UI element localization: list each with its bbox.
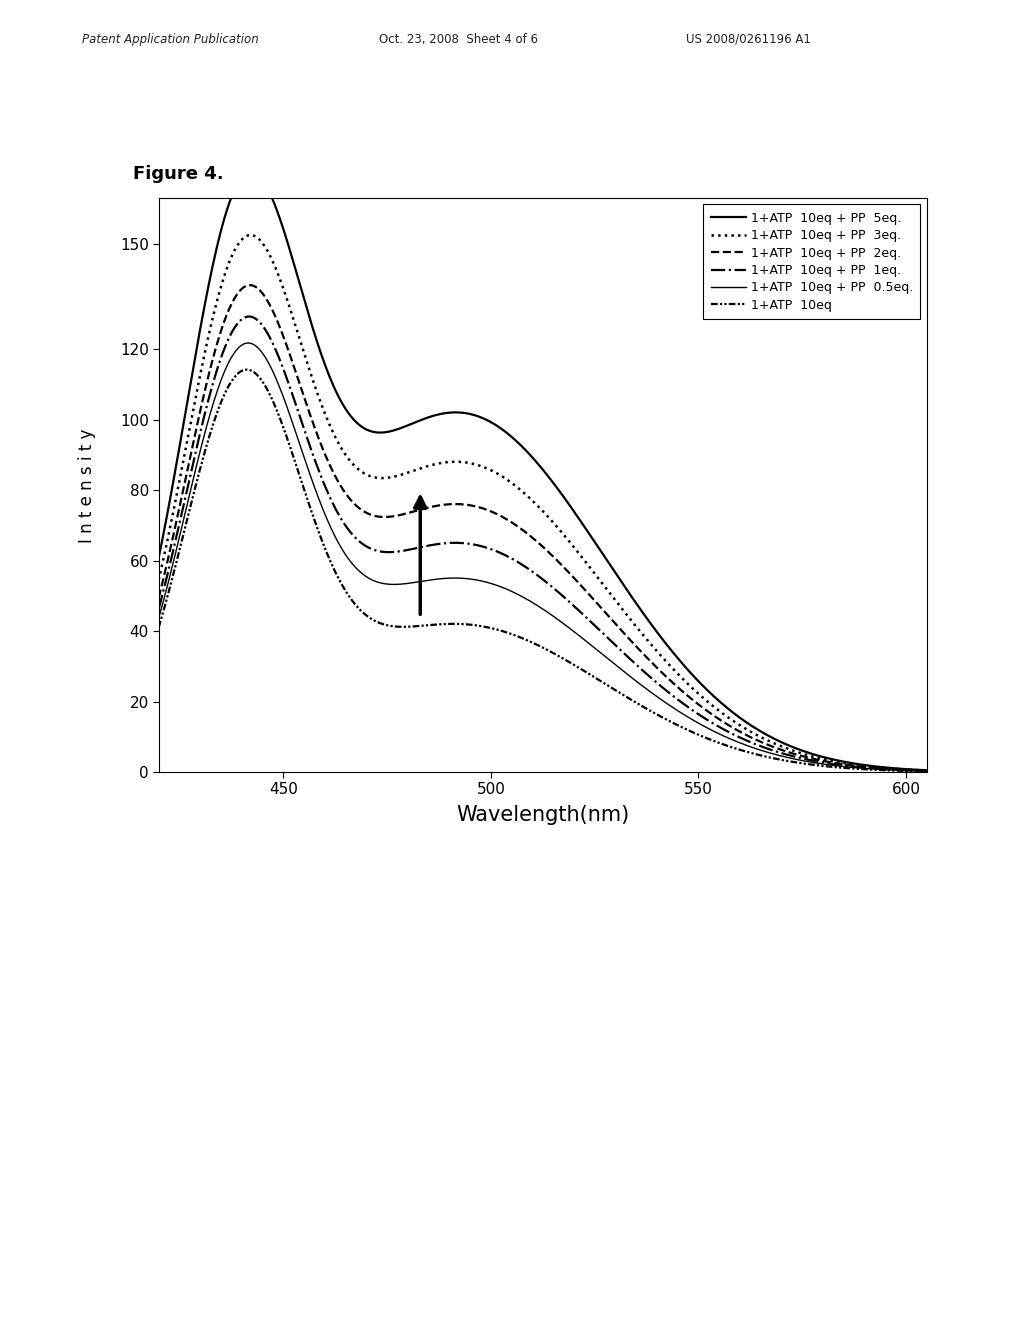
- 1+ATP  10eq + PP  0.5eq.: [290, 425, 302, 441]
- 1+ATP  10eq + PP  1eq.: [290, 397, 302, 413]
- 1+ATP  10eq + PP  5eq.: [732, 709, 744, 725]
- 1+ATP  10eq + PP  0.5eq.: [351, 561, 364, 577]
- 1+ATP  10eq + PP  5eq.: [290, 263, 302, 279]
- 1+ATP  10eq + PP  0.5eq.: [921, 763, 933, 779]
- Line: 1+ATP  10eq + PP  2eq.: 1+ATP 10eq + PP 2eq.: [159, 285, 927, 771]
- Text: Figure 4.: Figure 4.: [133, 165, 224, 183]
- 1+ATP  10eq: [921, 763, 933, 779]
- 1+ATP  10eq + PP  1eq.: [351, 532, 364, 548]
- 1+ATP  10eq + PP  1eq.: [502, 548, 514, 564]
- Line: 1+ATP  10eq + PP  0.5eq.: 1+ATP 10eq + PP 0.5eq.: [159, 343, 927, 771]
- 1+ATP  10eq + PP  0.5eq.: [606, 655, 618, 671]
- 1+ATP  10eq: [153, 619, 165, 635]
- 1+ATP  10eq + PP  0.5eq.: [732, 734, 744, 750]
- Text: I n t e n s i t y: I n t e n s i t y: [78, 429, 96, 543]
- Text: Patent Application Publication: Patent Application Publication: [82, 33, 259, 46]
- 1+ATP  10eq + PP  5eq.: [245, 164, 257, 180]
- Text: Oct. 23, 2008  Sheet 4 of 6: Oct. 23, 2008 Sheet 4 of 6: [379, 33, 538, 46]
- 1+ATP  10eq + PP  3eq.: [245, 227, 257, 243]
- 1+ATP  10eq + PP  3eq.: [502, 473, 514, 488]
- 1+ATP  10eq + PP  5eq.: [606, 561, 618, 577]
- 1+ATP  10eq + PP  2eq.: [732, 723, 744, 739]
- Line: 1+ATP  10eq + PP  3eq.: 1+ATP 10eq + PP 3eq.: [159, 235, 927, 771]
- 1+ATP  10eq + PP  0.5eq.: [153, 610, 165, 626]
- 1+ATP  10eq + PP  1eq.: [921, 763, 933, 779]
- 1+ATP  10eq + PP  3eq.: [351, 461, 364, 477]
- 1+ATP  10eq + PP  5eq.: [502, 425, 514, 441]
- 1+ATP  10eq + PP  3eq.: [290, 319, 302, 335]
- 1+ATP  10eq + PP  3eq.: [732, 717, 744, 733]
- 1+ATP  10eq + PP  2eq.: [244, 277, 256, 293]
- Line: 1+ATP  10eq + PP  1eq.: 1+ATP 10eq + PP 1eq.: [159, 317, 927, 771]
- 1+ATP  10eq + PP  2eq.: [153, 590, 165, 606]
- Text: US 2008/0261196 A1: US 2008/0261196 A1: [686, 33, 811, 46]
- 1+ATP  10eq + PP  2eq.: [921, 763, 933, 779]
- 1+ATP  10eq: [667, 715, 679, 731]
- 1+ATP  10eq: [606, 681, 618, 697]
- 1+ATP  10eq + PP  1eq.: [667, 688, 679, 704]
- 1+ATP  10eq + PP  2eq.: [502, 512, 514, 528]
- 1+ATP  10eq + PP  0.5eq.: [243, 335, 255, 351]
- 1+ATP  10eq + PP  2eq.: [667, 675, 679, 690]
- 1+ATP  10eq + PP  2eq.: [606, 612, 618, 628]
- 1+ATP  10eq + PP  3eq.: [153, 572, 165, 587]
- 1+ATP  10eq: [502, 624, 514, 640]
- 1+ATP  10eq + PP  1eq.: [732, 729, 744, 744]
- 1+ATP  10eq + PP  0.5eq.: [502, 582, 514, 598]
- Line: 1+ATP  10eq: 1+ATP 10eq: [159, 370, 927, 771]
- 1+ATP  10eq: [241, 362, 253, 378]
- 1+ATP  10eq + PP  1eq.: [153, 601, 165, 616]
- 1+ATP  10eq + PP  0.5eq.: [667, 700, 679, 715]
- 1+ATP  10eq: [732, 742, 744, 758]
- 1+ATP  10eq + PP  5eq.: [351, 416, 364, 432]
- 1+ATP  10eq: [351, 599, 364, 615]
- 1+ATP  10eq + PP  3eq.: [921, 763, 933, 779]
- 1+ATP  10eq + PP  3eq.: [606, 589, 618, 605]
- 1+ATP  10eq + PP  5eq.: [921, 763, 933, 779]
- Line: 1+ATP  10eq + PP  5eq.: 1+ATP 10eq + PP 5eq.: [159, 172, 927, 771]
- 1+ATP  10eq + PP  5eq.: [667, 644, 679, 660]
- Legend: 1+ATP  10eq + PP  5eq., 1+ATP  10eq + PP  3eq., 1+ATP  10eq + PP  2eq., 1+ATP  1: 1+ATP 10eq + PP 5eq., 1+ATP 10eq + PP 3e…: [703, 205, 921, 319]
- 1+ATP  10eq + PP  1eq.: [606, 635, 618, 651]
- 1+ATP  10eq: [290, 457, 302, 473]
- 1+ATP  10eq + PP  2eq.: [290, 364, 302, 380]
- 1+ATP  10eq + PP  1eq.: [243, 309, 255, 325]
- X-axis label: Wavelength(nm): Wavelength(nm): [456, 805, 630, 825]
- 1+ATP  10eq + PP  5eq.: [153, 549, 165, 565]
- 1+ATP  10eq + PP  3eq.: [667, 661, 679, 677]
- 1+ATP  10eq + PP  2eq.: [351, 499, 364, 515]
